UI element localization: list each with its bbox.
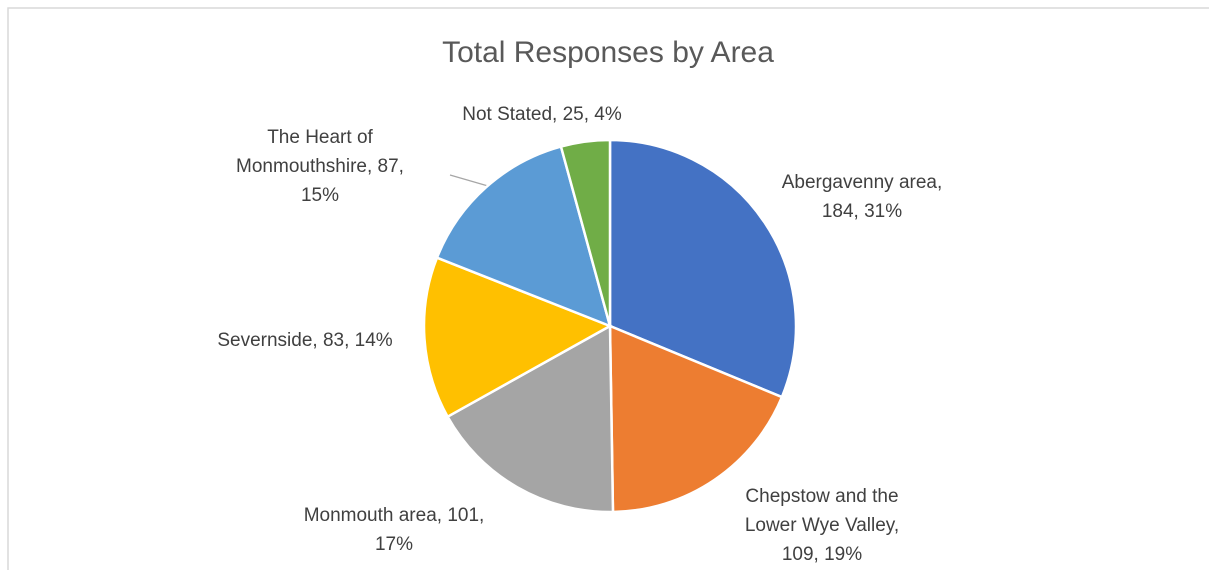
- pie-slice: [435, 145, 612, 329]
- data-label: Not Stated, 25, 4%: [462, 104, 622, 125]
- data-label: Chepstow and the: [745, 486, 898, 507]
- data-label: Severnside, 83, 14%: [217, 330, 392, 351]
- data-label: Monmouthshire, 87,: [236, 156, 404, 177]
- data-label: 15%: [301, 185, 339, 206]
- data-label: 17%: [375, 534, 413, 555]
- chart-title: Total Responses by Area: [442, 36, 774, 69]
- data-label: Monmouth area, 101,: [304, 505, 485, 526]
- data-label: Lower Wye Valley,: [745, 515, 899, 536]
- pie-slice: [422, 256, 613, 419]
- pie-slice: [445, 323, 615, 514]
- pie-slice: [608, 324, 784, 514]
- data-label: 109, 19%: [782, 544, 862, 565]
- data-label: The Heart of: [267, 127, 373, 148]
- data-label: Abergavenny area,: [782, 172, 943, 193]
- data-label: 184, 31%: [822, 201, 902, 222]
- pie-slice: [559, 138, 612, 327]
- leader-line: [449, 174, 489, 187]
- pie-slice: [608, 138, 798, 399]
